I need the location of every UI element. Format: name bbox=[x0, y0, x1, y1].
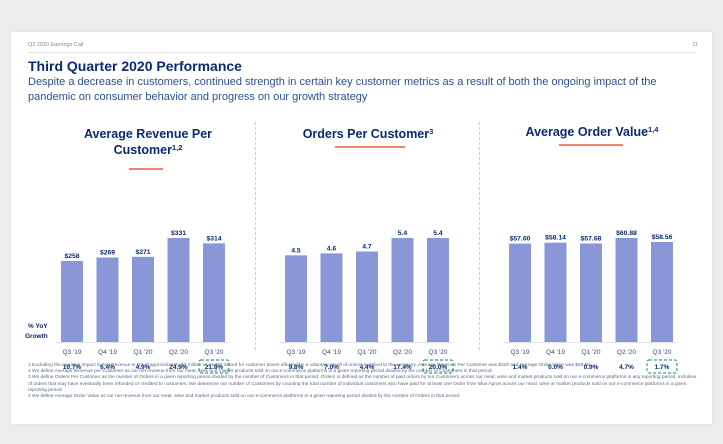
growth-value: 0.0% bbox=[548, 364, 563, 371]
growth-value: 0.9% bbox=[584, 364, 599, 371]
slide: Q3 2020 Earnings Call 11 Third Quarter 2… bbox=[11, 32, 712, 424]
growth-value: 1.7% bbox=[655, 364, 670, 371]
growth-value: 4.7% bbox=[619, 364, 634, 371]
title-underline bbox=[335, 146, 405, 148]
bar bbox=[61, 260, 83, 342]
chart-title: Average Order Value1,4 bbox=[497, 124, 687, 140]
bar-value-label: $57.68 bbox=[581, 235, 602, 242]
bar bbox=[167, 238, 190, 342]
page-subtitle: Despite a decrease in customers, continu… bbox=[28, 76, 657, 103]
bar-value-label: $258 bbox=[64, 253, 79, 260]
chart-title-text: Average Revenue Per Customer bbox=[83, 127, 213, 157]
footnotes: 1 Excluding the negative impact to Net R… bbox=[28, 363, 700, 400]
footnote: 2 We define Average Revenue per Customer… bbox=[28, 369, 493, 375]
bar-value-label: 5.4 bbox=[433, 230, 443, 237]
growth-value: 7.0% bbox=[324, 364, 339, 371]
bar bbox=[427, 238, 449, 342]
bar-value-label: $314 bbox=[206, 235, 221, 242]
chart-svg: $258 Q3 '19 10.7% $269 Q4 '19 6.4% $271 Q1 '20 4… bbox=[56, 230, 230, 374]
bar bbox=[320, 253, 343, 342]
growth-highlight-box bbox=[422, 359, 454, 374]
footnote: 4 We define Average Order Value as our n… bbox=[28, 394, 461, 400]
bar bbox=[615, 238, 638, 342]
bar-value-label: 5.4 bbox=[398, 230, 408, 237]
bar-value-label: $57.60 bbox=[510, 236, 531, 243]
category-tick-label: Q1 '20 bbox=[358, 349, 377, 356]
bar bbox=[356, 251, 378, 342]
bar bbox=[391, 238, 414, 342]
bar bbox=[544, 242, 567, 342]
category-tick-label: Q2 '20 bbox=[169, 349, 188, 356]
category-tick-label: Q3 '20 bbox=[205, 349, 224, 356]
chart-title-footnote: 3 bbox=[429, 127, 434, 136]
bar-value-label: $60.88 bbox=[616, 230, 637, 237]
bar-value-label: 4.6 bbox=[327, 245, 337, 252]
category-tick-label: Q3 '19 bbox=[63, 349, 82, 356]
bar bbox=[651, 241, 673, 342]
growth-label: Growth bbox=[25, 333, 48, 340]
category-tick-label: Q2 '20 bbox=[393, 349, 412, 356]
growth-value: 6.4% bbox=[100, 364, 115, 371]
category-tick-label: Q3 '20 bbox=[653, 349, 672, 356]
chart-average-order-value: Average Order Value1,4 $57.60 Q3 '19 1.4% $… bbox=[497, 120, 687, 374]
bar-value-label: 4.7 bbox=[362, 243, 372, 250]
chart-title: Average Revenue Per Customer1,2 bbox=[67, 126, 229, 158]
category-tick-label: Q3 '20 bbox=[429, 349, 448, 356]
category-tick-label: Q1 '20 bbox=[582, 349, 601, 356]
growth-value: 9.8% bbox=[289, 364, 304, 371]
bar bbox=[285, 255, 307, 342]
chart-title-footnote: 1,4 bbox=[648, 125, 659, 134]
growth-value: 1.4% bbox=[513, 364, 528, 371]
bar-value-label: $58.14 bbox=[545, 235, 566, 242]
panel-divider bbox=[479, 122, 480, 350]
bar-value-label: $271 bbox=[135, 249, 150, 256]
category-tick-label: Q3 '19 bbox=[511, 349, 530, 356]
chart-svg: 4.5 Q3 '19 9.8% 4.6 Q4 '19 7.0% 4.7 Q1 '20 4.4% 5… bbox=[280, 230, 454, 374]
bar bbox=[132, 256, 154, 342]
header-label: Q3 2020 Earnings Call bbox=[28, 42, 84, 48]
chart-title: Orders Per Customer3 bbox=[273, 126, 463, 142]
chart-svg: $57.60 Q3 '19 1.4% $58.14 Q4 '19 0.0% $57.68 Q1… bbox=[504, 230, 678, 374]
growth-value: 4.4% bbox=[360, 364, 375, 371]
title-underline bbox=[559, 144, 623, 146]
header-divider bbox=[28, 52, 695, 53]
category-tick-label: Q4 '19 bbox=[322, 349, 341, 356]
growth-highlight-box bbox=[198, 359, 230, 374]
growth-value: 24.9% bbox=[169, 364, 188, 371]
growth-value: 4.9% bbox=[136, 364, 151, 371]
category-tick-label: Q4 '19 bbox=[98, 349, 117, 356]
bar bbox=[509, 243, 531, 342]
page-title: Third Quarter 2020 Performance bbox=[28, 58, 242, 74]
bar-value-label: 4.5 bbox=[291, 247, 301, 254]
chart-title-text: Orders Per Customer bbox=[302, 127, 430, 141]
growth-value: 21.9% bbox=[205, 364, 224, 371]
title-underline bbox=[129, 168, 163, 170]
chart-title-text: Average Order Value bbox=[525, 125, 649, 139]
page-number: 11 bbox=[692, 42, 698, 48]
bar-value-label: $269 bbox=[100, 249, 115, 256]
footnote: 1 Excluding the negative impact to Net R… bbox=[28, 363, 590, 368]
chart-orders-per-customer: Orders Per Customer3 4.5 Q3 '19 9.8% 4.6 Q4 … bbox=[273, 120, 463, 374]
footnote: 3 We define Orders Per Customer as the n… bbox=[28, 375, 697, 393]
category-tick-label: Q1 '20 bbox=[134, 349, 153, 356]
chart-title-footnote: 1,2 bbox=[171, 143, 183, 152]
yoy-label: % YoY bbox=[28, 323, 48, 330]
growth-value: 17.4% bbox=[393, 364, 412, 371]
category-tick-label: Q4 '19 bbox=[546, 349, 565, 356]
panel-divider bbox=[255, 122, 256, 350]
bar bbox=[580, 243, 602, 342]
bar-value-label: $58.56 bbox=[652, 234, 673, 241]
bar bbox=[203, 243, 225, 342]
bar-value-label: $331 bbox=[171, 230, 186, 237]
chart-average-revenue-per-customer: Average Revenue Per Customer1,2 $258 Q3 '… bbox=[49, 120, 239, 374]
category-tick-label: Q3 '19 bbox=[287, 349, 306, 356]
growth-value: 10.7% bbox=[63, 364, 82, 371]
growth-value: 20.0% bbox=[429, 364, 448, 371]
growth-highlight-box bbox=[646, 359, 678, 374]
bar bbox=[96, 257, 119, 342]
category-tick-label: Q2 '20 bbox=[617, 349, 636, 356]
